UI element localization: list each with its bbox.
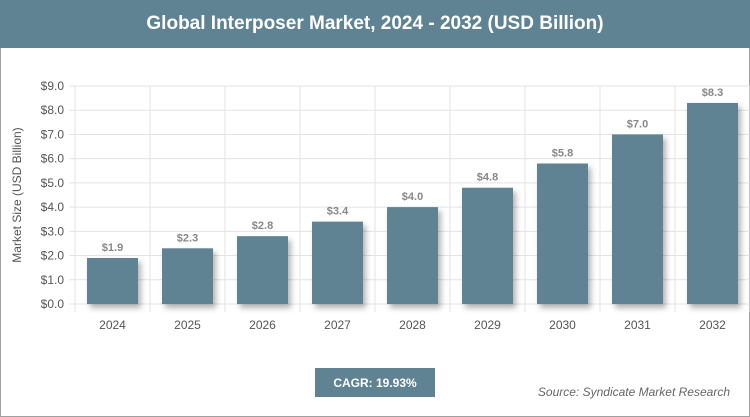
cagr-badge: CAGR: 19.93% — [315, 368, 435, 397]
x-tick-label: 2028 — [399, 318, 426, 332]
x-tick-label: 2024 — [99, 318, 126, 332]
x-tick-label: 2031 — [624, 318, 651, 332]
y-tick-label: $8.0 — [41, 103, 65, 117]
data-label: $2.3 — [177, 232, 198, 244]
y-tick-label: $6.0 — [41, 152, 65, 166]
bar — [612, 134, 663, 304]
bar — [312, 221, 363, 304]
data-label: $4.0 — [402, 191, 423, 203]
x-tick-label: 2025 — [174, 318, 201, 332]
y-tick-label: $1.0 — [41, 273, 65, 287]
y-tick-label: $2.0 — [41, 249, 65, 263]
y-tick-label: $3.0 — [41, 224, 65, 238]
x-tick-label: 2026 — [249, 318, 276, 332]
x-tick-label: 2030 — [549, 318, 576, 332]
bar — [87, 257, 138, 304]
data-label: $7.0 — [627, 118, 648, 130]
bar — [462, 187, 513, 304]
bar — [687, 102, 738, 304]
x-tick-label: 2027 — [324, 318, 351, 332]
y-tick-label: $0.0 — [41, 297, 65, 311]
y-tick-label: $7.0 — [41, 127, 65, 141]
bar — [162, 248, 213, 304]
data-label: $5.8 — [552, 148, 573, 160]
bar — [537, 163, 588, 304]
chart-title: Global Interposer Market, 2024 - 2032 (U… — [0, 0, 750, 48]
x-tick-label: 2032 — [699, 318, 726, 332]
data-label: $4.8 — [477, 172, 498, 184]
source-note: Source: Syndicate Market Research — [537, 385, 730, 399]
bar-chart: $0.0 $1.0 $2.0 $3.0 $4.0 $5.0 $6.0 $7.0 $8.0 $9.0… — [10, 79, 750, 332]
y-axis-label: Market Size (USD Billion) — [10, 127, 24, 262]
data-label: $2.8 — [252, 220, 273, 232]
y-tick-label: $5.0 — [41, 176, 65, 190]
bar — [387, 207, 438, 304]
y-tick-label: $4.0 — [41, 200, 65, 214]
y-tick-label: $9.0 — [41, 79, 65, 93]
bar — [237, 236, 288, 304]
data-label: $8.3 — [702, 87, 723, 99]
x-tick-label: 2029 — [474, 318, 501, 332]
data-label: $3.4 — [327, 206, 349, 218]
data-label: $1.9 — [102, 242, 123, 254]
